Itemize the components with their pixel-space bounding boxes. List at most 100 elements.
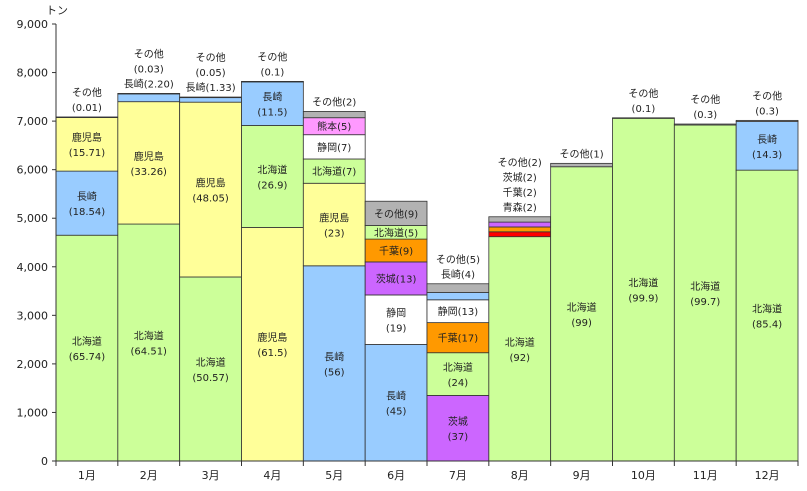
y-tick-label: 9,000 bbox=[17, 18, 49, 31]
y-tick-label: 4,000 bbox=[17, 261, 49, 274]
y-tick-label: 8,000 bbox=[17, 67, 49, 80]
bar-stack: 北海道 (65.74) 長崎 (18.54) 鹿児島 (15.71) (0.01) その他 bbox=[55, 86, 119, 462]
segment-label: 千葉(17) bbox=[438, 332, 479, 345]
segment-value-label: (99.9) bbox=[628, 294, 658, 305]
y-tick-label: 3,000 bbox=[17, 309, 49, 322]
segment-label: その他 bbox=[134, 47, 164, 60]
segment-label: 茨城 bbox=[448, 415, 468, 428]
segment-value-label: (0.05) bbox=[196, 68, 226, 79]
bar-segment bbox=[426, 352, 490, 396]
bar-segment bbox=[364, 344, 428, 462]
segment-label: その他 bbox=[690, 93, 720, 106]
segment-label: 長崎(2.20) bbox=[124, 77, 174, 90]
y-tick-label: 1,000 bbox=[17, 406, 49, 419]
x-tick-label: 5月 bbox=[325, 469, 343, 482]
segment-label: 青森(2) bbox=[503, 201, 537, 214]
segment-label: 熊本(5) bbox=[317, 120, 351, 133]
bar-segment bbox=[735, 119, 799, 122]
segment-label: 長崎(1.33) bbox=[186, 81, 236, 94]
bar-stack: 北海道 (64.51) 鹿児島 (33.26) 長崎(2.20) (0.03) その他 bbox=[117, 47, 181, 462]
x-tick-label: 10月 bbox=[631, 469, 656, 482]
bar-stack: 茨城 (37) 北海道 (24) 千葉(17) 静岡(13) 長崎(4) その他(5) bbox=[426, 253, 490, 462]
segment-label: 北海道 bbox=[752, 303, 782, 316]
segment-label: 鹿児島 bbox=[257, 331, 287, 344]
x-tick-label: 2月 bbox=[140, 469, 158, 482]
segment-value-label: (33.26) bbox=[131, 167, 168, 178]
x-tick-label: 7月 bbox=[449, 469, 467, 482]
bar-segment bbox=[179, 276, 242, 462]
x-tick-label: 6月 bbox=[387, 469, 405, 482]
bar-stack: 北海道 (92) 青森(2) 千葉(2) 茨城(2) その他(2) bbox=[488, 156, 552, 462]
segment-value-label: (0.1) bbox=[632, 104, 656, 115]
bar-segment bbox=[488, 236, 552, 462]
segment-value-label: (99.7) bbox=[690, 297, 720, 308]
bar-segment bbox=[612, 117, 675, 119]
bar-segment bbox=[302, 111, 366, 119]
segment-label: 静岡(13) bbox=[438, 305, 479, 318]
segment-label: 北海道 bbox=[72, 335, 102, 348]
bar-segment bbox=[117, 101, 181, 225]
bar-stack: 北海道 (99.9) (0.1) その他 bbox=[612, 87, 675, 462]
bar-segment bbox=[117, 93, 181, 103]
segment-value-label: (0.3) bbox=[693, 110, 717, 121]
bar-segment bbox=[302, 158, 366, 184]
bar-segment bbox=[241, 80, 304, 83]
bar-segment bbox=[179, 101, 242, 278]
bars: 北海道(65.74)長崎(18.54)鹿児島(15.71)(0.01)その他北海… bbox=[55, 47, 799, 462]
segment-label: 長崎(4) bbox=[441, 268, 475, 281]
segment-label: 長崎 bbox=[77, 190, 97, 203]
segment-label: その他(5) bbox=[436, 253, 480, 266]
x-tick-label: 11月 bbox=[693, 469, 718, 482]
y-tick-label: 5,000 bbox=[17, 212, 49, 225]
segment-value-label: (92) bbox=[509, 353, 530, 364]
segment-label: 北海道 bbox=[134, 330, 164, 343]
segment-label: その他(2) bbox=[498, 156, 542, 169]
bar-stack: 北海道 (99) その他(1) bbox=[550, 147, 613, 462]
segment-label: 北海道(7) bbox=[312, 165, 356, 178]
bar-segment bbox=[735, 169, 799, 462]
bar-stack: 北海道 (50.57) 鹿児島 (48.05) 長崎(1.33) (0.05) その他 bbox=[179, 51, 242, 462]
bar-stack: 長崎 (45) 静岡 (19) 茨城(13) 千葉(9) 北海道(5) その他(9) bbox=[364, 200, 428, 462]
segment-label: 静岡 bbox=[386, 307, 406, 320]
x-tick-label: 9月 bbox=[573, 469, 591, 482]
segment-value-label: (56) bbox=[324, 367, 345, 378]
bar-stack: 北海道 (99.7) (0.3) その他 bbox=[673, 93, 737, 462]
segment-label: 北海道 bbox=[443, 361, 473, 374]
segment-label: 鹿児島 bbox=[196, 177, 226, 190]
bar-segment bbox=[302, 265, 366, 462]
segment-value-label: (0.1) bbox=[261, 67, 285, 78]
bar-segment bbox=[241, 227, 304, 462]
bar-segment bbox=[673, 123, 737, 126]
bar-stack: 長崎 (56) 鹿児島 (23) 北海道(7) 静岡(7) 熊本(5) その他(2) bbox=[302, 95, 366, 462]
x-axis-labels: 1月 2月 3月 4月 5月 6月 7月 8月 9月 10月 11月 12月 bbox=[55, 461, 799, 482]
bar-segment bbox=[117, 223, 181, 462]
segment-label: その他 bbox=[257, 50, 287, 63]
bar-stack: 鹿児島 (61.5) 北海道 (26.9) 長崎 (11.5) (0.1) その他 bbox=[241, 50, 304, 462]
segment-value-label: (50.57) bbox=[192, 373, 229, 384]
y-tick-label: 7,000 bbox=[17, 115, 49, 128]
bar-segment bbox=[302, 134, 366, 160]
y-tick-label: 2,000 bbox=[17, 358, 49, 371]
y-tick-label: 0 bbox=[41, 455, 48, 468]
segment-value-label: (0.01) bbox=[72, 103, 102, 114]
bar-segment bbox=[179, 96, 242, 99]
bar-segment bbox=[364, 261, 428, 296]
segment-value-label: (99) bbox=[571, 318, 592, 329]
segment-label: 長崎 bbox=[386, 390, 406, 403]
segment-label: その他 bbox=[752, 89, 782, 102]
segment-label: 茨城(2) bbox=[503, 171, 537, 184]
segment-label: 北海道 bbox=[690, 280, 720, 293]
segment-value-label: (18.54) bbox=[69, 207, 106, 218]
segment-value-label: (19) bbox=[386, 324, 407, 335]
segment-label: その他(9) bbox=[374, 207, 418, 220]
segment-value-label: (0.03) bbox=[134, 64, 164, 75]
bar-segment bbox=[117, 93, 181, 95]
bar-segment bbox=[488, 226, 552, 233]
bar-segment bbox=[55, 116, 119, 118]
bar-segment bbox=[364, 200, 428, 226]
x-tick-label: 4月 bbox=[263, 469, 281, 482]
segment-label: 北海道 bbox=[567, 301, 597, 314]
segment-label: 北海道 bbox=[257, 163, 287, 176]
x-tick-label: 8月 bbox=[511, 469, 529, 482]
